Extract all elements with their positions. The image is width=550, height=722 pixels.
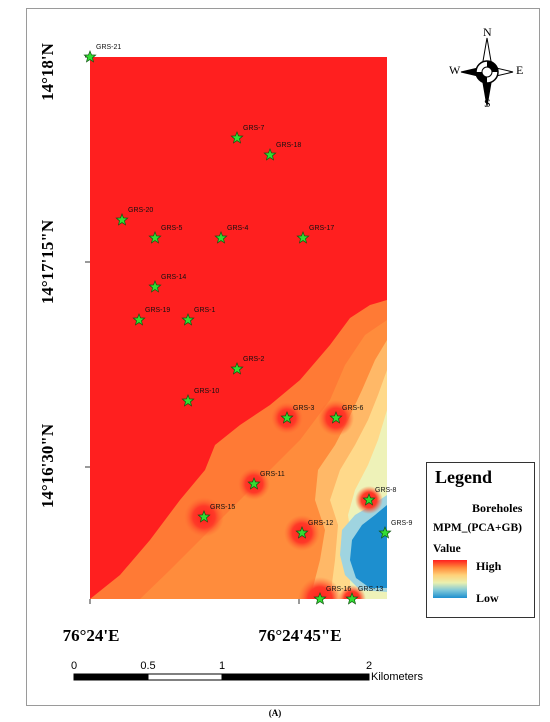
borehole-label: GRS-14 xyxy=(161,274,186,281)
borehole-label: GRS-19 xyxy=(145,307,170,314)
scale-label-2: 2 xyxy=(365,660,373,672)
borehole-grs-21: GRS-21 xyxy=(83,44,121,63)
borehole-grs-20: GRS-20 xyxy=(115,207,153,226)
borehole-label: GRS-8 xyxy=(375,487,397,494)
borehole-label: GRS-4 xyxy=(227,225,249,232)
scale-bar xyxy=(73,673,370,681)
scale-unit-label: Kilometers xyxy=(371,671,423,683)
borehole-star-icon xyxy=(378,526,392,539)
borehole-grs-17: GRS-17 xyxy=(296,225,334,244)
scale-label-1: 1 xyxy=(218,660,226,672)
legend-title: Legend xyxy=(435,467,493,487)
borehole-star-icon xyxy=(181,313,195,326)
borehole-label: GRS-3 xyxy=(293,405,315,412)
borehole-star-icon xyxy=(230,131,244,144)
borehole-label: GRS-16 xyxy=(326,586,351,593)
value-raster xyxy=(90,57,387,599)
borehole-label: GRS-12 xyxy=(308,520,333,527)
map-frame xyxy=(26,8,540,706)
legend-boreholes-label: Boreholes xyxy=(472,501,523,515)
borehole-grs-2: GRS-2 xyxy=(230,356,265,375)
borehole-grs-4: GRS-4 xyxy=(214,225,249,244)
borehole-grs-16: GRS-16 xyxy=(313,586,351,605)
borehole-grs-15: GRS-15 xyxy=(197,504,235,523)
legend-color-ramp xyxy=(433,560,467,598)
borehole-grs-7: GRS-7 xyxy=(230,125,265,144)
borehole-label: GRS-11 xyxy=(260,471,285,478)
borehole-star-icon xyxy=(345,592,359,605)
borehole-label: GRS-18 xyxy=(276,142,301,149)
borehole-grs-14: GRS-14 xyxy=(148,274,186,293)
borehole-star-icon xyxy=(280,411,294,424)
legend-layer-name: MPM_(PCA+GB) xyxy=(433,522,522,534)
borehole-label: GRS-10 xyxy=(194,388,219,395)
borehole-star-icon xyxy=(263,148,277,161)
borehole-label: GRS-9 xyxy=(391,520,413,527)
borehole-star-icon xyxy=(313,592,327,605)
lat-label-14-16-30: 14°16'30"N xyxy=(38,423,57,509)
borehole-star-icon xyxy=(214,231,228,244)
borehole-grs-9: GRS-9 xyxy=(378,520,413,539)
borehole-star-icon xyxy=(230,362,244,375)
borehole-grs-1: GRS-1 xyxy=(181,307,216,326)
borehole-star-icon xyxy=(296,231,310,244)
borehole-label: GRS-2 xyxy=(243,356,265,363)
borehole-label: GRS-1 xyxy=(194,307,216,314)
compass-east-label: E xyxy=(516,63,524,77)
borehole-star-icon xyxy=(362,493,376,506)
scale-label-0: 0 xyxy=(70,660,78,672)
borehole-star-icon xyxy=(181,394,195,407)
borehole-star-icon xyxy=(295,526,309,539)
borehole-grs-13: GRS-13 xyxy=(345,586,383,605)
borehole-label: GRS-13 xyxy=(358,586,383,593)
borehole-label: GRS-17 xyxy=(309,225,334,232)
borehole-grs-18: GRS-18 xyxy=(263,142,301,161)
borehole-label: GRS-7 xyxy=(243,125,265,132)
compass-rose-icon xyxy=(460,37,514,107)
borehole-grs-6: GRS-6 xyxy=(329,405,364,424)
figure-caption: (A) xyxy=(268,708,282,718)
compass-north-label: N xyxy=(483,25,492,39)
lon-label-76-24: 76°24'E xyxy=(62,626,120,645)
borehole-label: GRS-21 xyxy=(96,44,121,51)
borehole-grs-10: GRS-10 xyxy=(181,388,219,407)
borehole-star-icon xyxy=(247,477,261,490)
legend-low-label: Low xyxy=(476,591,499,605)
borehole-label: GRS-6 xyxy=(342,405,364,412)
borehole-grs-11: GRS-11 xyxy=(247,471,285,490)
borehole-star-icon xyxy=(329,411,343,424)
compass-south-label: S xyxy=(484,96,491,110)
borehole-star-icon xyxy=(132,313,146,326)
borehole-grs-8: GRS-8 xyxy=(362,487,397,506)
legend-high-label: High xyxy=(476,559,502,573)
borehole-grs-12: GRS-12 xyxy=(295,520,333,539)
borehole-layer: GRS-21 GRS-7 GRS-18 GRS-20 GRS-5 GRS-4 GRS-17 G… xyxy=(83,44,413,605)
borehole-label: GRS-5 xyxy=(161,225,183,232)
borehole-star-icon xyxy=(115,213,129,226)
scale-label-0-5: 0.5 xyxy=(140,660,156,672)
borehole-grs-5: GRS-5 xyxy=(148,225,183,244)
lat-label-14-18: 14°18'N xyxy=(38,43,57,101)
compass-west-label: W xyxy=(449,63,461,77)
borehole-grs-3: GRS-3 xyxy=(280,405,315,424)
borehole-star-icon xyxy=(148,231,162,244)
borehole-label: GRS-20 xyxy=(128,207,153,214)
legend-panel: Legend Boreholes MPM_(PCA+GB) Value High… xyxy=(426,462,535,618)
lat-label-14-17-15: 14°17'15"N xyxy=(38,219,57,305)
borehole-star-icon xyxy=(197,510,211,523)
borehole-grs-19: GRS-19 xyxy=(132,307,170,326)
borehole-star-icon xyxy=(148,280,162,293)
borehole-label: GRS-15 xyxy=(210,504,235,511)
legend-value-label: Value xyxy=(433,543,461,555)
borehole-star-icon xyxy=(83,50,97,63)
lon-label-76-24-45: 76°24'45"E xyxy=(258,626,342,645)
